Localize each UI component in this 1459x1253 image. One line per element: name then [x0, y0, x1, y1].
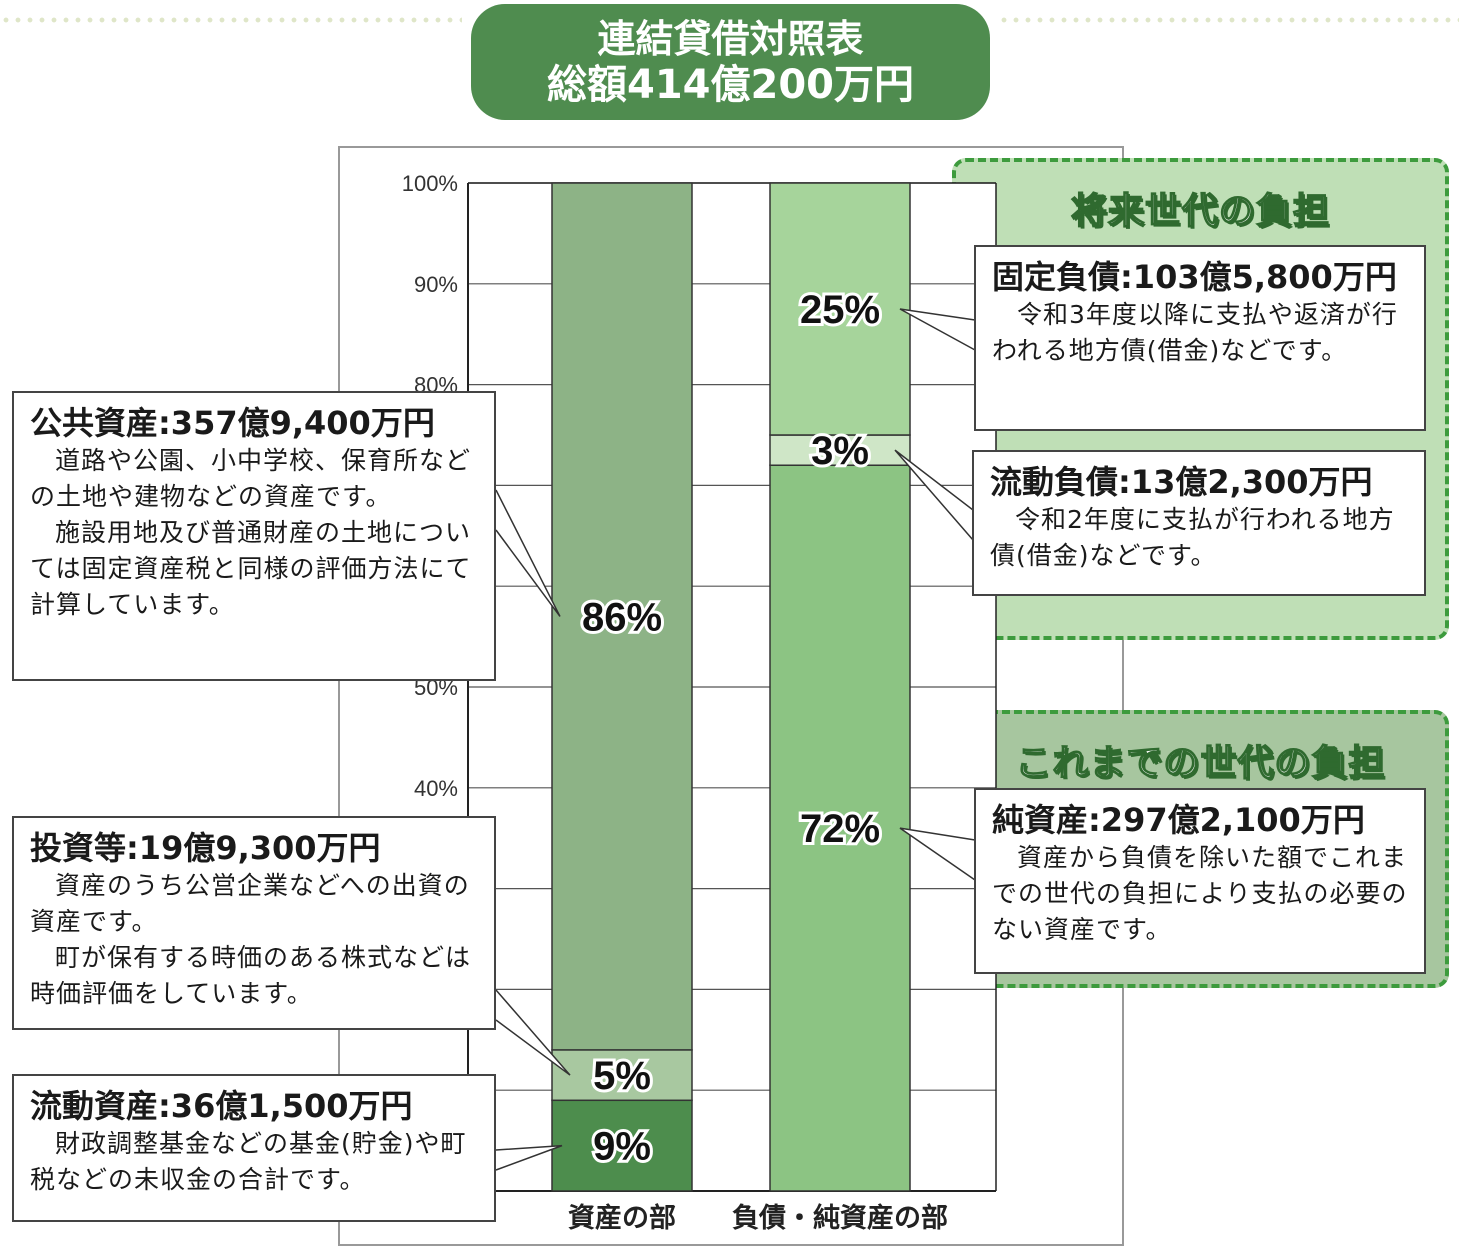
- public-assets-text-2: 施設用地及び普通財産の土地については固定資産税と同様の評価方法にて計算しています…: [30, 518, 472, 619]
- segment-value-label: 3%: [811, 429, 869, 473]
- segment-value-label: 86%: [582, 595, 662, 639]
- leader-current-liabilities: [894, 449, 974, 541]
- bar-segment-current-liabilities: [769, 434, 911, 466]
- x-category-label: 資産の部: [568, 1202, 676, 1233]
- dotted-band-left: [0, 14, 462, 28]
- bar-segment-current-assets: [551, 1099, 693, 1192]
- future-burden-title: 将来世代の負担: [1070, 190, 1330, 233]
- past-burden-title: これまでの世代の負担: [1015, 742, 1386, 785]
- leader-fixed-liabilities: [899, 308, 976, 351]
- current-assets-heading: 流動資産:36億1,500万円: [30, 1087, 413, 1125]
- callout-net-assets: 純資産:297億2,100万円 資産から負債を除いた額でこれまでの世代の負担によ…: [974, 788, 1426, 974]
- leader-current-assets: [495, 1144, 563, 1171]
- investments-text-1: 資産のうち公営企業などへの出資の資産です。: [30, 871, 470, 936]
- public-assets-heading: 公共資産:357億9,400万円: [30, 404, 435, 442]
- title-line2: 総額414億200万円: [547, 62, 914, 108]
- investments-heading: 投資等:19億9,300万円: [30, 829, 381, 867]
- fixed-liabilities-heading: 固定負債:103億5,800万円: [992, 258, 1397, 296]
- segment-value-label: 25%: [800, 288, 880, 332]
- y-tick-label: 100%: [402, 171, 458, 196]
- net-assets-text: 資産から負債を除いた額でこれまでの世代の負担により支払の必要のない資産です。: [992, 843, 1408, 944]
- current-liabilities-heading: 流動負債:13億2,300万円: [990, 463, 1373, 501]
- dotted-band-right: [998, 14, 1459, 28]
- callout-fixed-liabilities: 固定負債:103億5,800万円 令和3年度以降に支払や返済が行われる地方債(借…: [974, 245, 1426, 431]
- bar-segment-public-assets: [551, 182, 693, 1051]
- callout-current-liabilities: 流動負債:13億2,300万円 令和2年度に支払が行われる地方債(借金)などです…: [972, 450, 1426, 596]
- callout-current-assets: 流動資産:36億1,500万円 財政調整基金などの基金(貯金)や町税などの未収金…: [12, 1074, 496, 1222]
- current-liabilities-text: 令和2年度に支払が行われる地方債(借金)などです。: [990, 505, 1395, 570]
- leader-net-assets: [899, 827, 976, 881]
- y-tick-label: 90%: [414, 272, 458, 297]
- net-assets-heading: 純資産:297億2,100万円: [992, 801, 1365, 839]
- title-banner: 連結貸借対照表 総額414億200万円: [471, 4, 990, 120]
- callout-investments: 投資等:19億9,300万円 資産のうち公営企業などへの出資の資産です。 町が保…: [12, 816, 496, 1030]
- y-tick-label: 40%: [414, 776, 458, 801]
- x-category-label: 負債・純資産の部: [732, 1202, 948, 1233]
- public-assets-text-1: 道路や公園、小中学校、保育所などの土地や建物などの資産です。: [30, 446, 472, 511]
- bar-segment-net-assets: [769, 464, 911, 1192]
- current-assets-text: 財政調整基金などの基金(貯金)や町税などの未収金の合計です。: [30, 1129, 467, 1194]
- leader-public-assets: [495, 489, 561, 617]
- segment-value-label: 5%: [593, 1054, 651, 1098]
- callout-public-assets: 公共資産:357億9,400万円 道路や公園、小中学校、保育所などの土地や建物な…: [12, 391, 496, 681]
- investments-text-2: 町が保有する時価のある株式などは時価評価をしています。: [30, 943, 472, 1008]
- bar-segment-fixed-liabilities: [769, 182, 911, 436]
- title-line1: 連結貸借対照表: [597, 17, 864, 61]
- fixed-liabilities-text: 令和3年度以降に支払や返済が行われる地方債(借金)などです。: [992, 300, 1398, 365]
- segment-value-label: 72%: [800, 807, 880, 851]
- chart-frame: [338, 146, 1124, 1246]
- segment-value-label: 9%: [593, 1125, 651, 1169]
- leader-investments: [495, 989, 571, 1076]
